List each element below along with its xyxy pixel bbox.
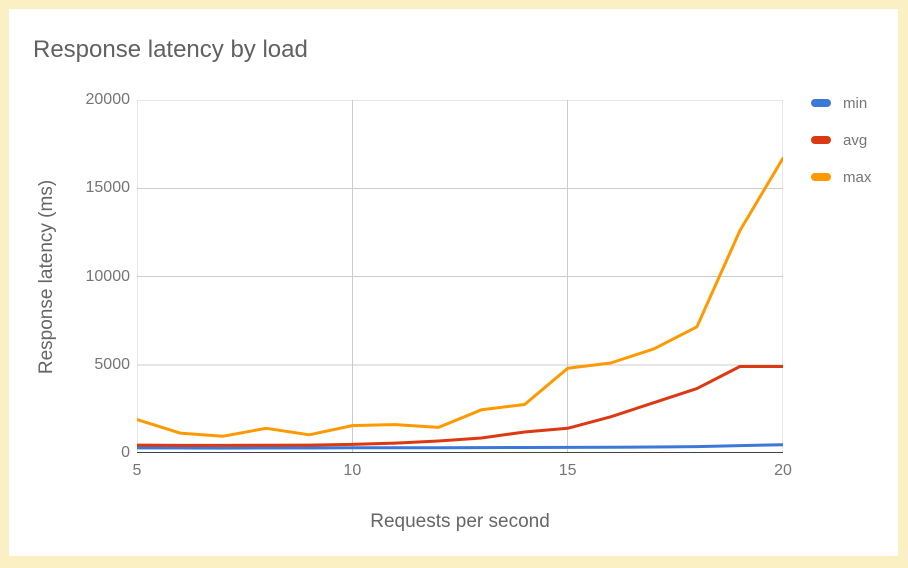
plot-svg[interactable] <box>137 100 783 453</box>
legend-label: min <box>843 94 868 112</box>
legend-item-avg[interactable]: avg <box>811 131 871 149</box>
series-line-max <box>137 156 783 438</box>
x-axis-title: Requests per second <box>370 511 550 532</box>
y-axis-title: Response latency (ms) <box>36 179 57 375</box>
series-line-avg <box>137 365 783 447</box>
x-tick-label: 20 <box>774 462 792 479</box>
plot-area[interactable] <box>137 100 783 453</box>
legend: min avg max <box>811 95 871 206</box>
x-tick-label: 15 <box>558 462 577 479</box>
x-tick-label: 5 <box>132 462 142 479</box>
legend-swatch-icon <box>811 136 831 144</box>
y-tick-label: 5000 <box>94 355 130 373</box>
legend-item-max[interactable]: max <box>811 168 872 186</box>
y-tick-label: 0 <box>121 444 130 461</box>
y-tick-label: 20000 <box>85 91 131 108</box>
legend-swatch-icon <box>811 99 831 107</box>
chart-title: Response latency by load <box>33 36 308 63</box>
legend-label: avg <box>843 131 868 149</box>
series-line-min <box>137 443 783 450</box>
legend-swatch-icon <box>811 173 831 181</box>
y-tick-label: 10000 <box>85 267 131 285</box>
legend-item-min[interactable]: min <box>811 94 871 112</box>
y-tick-label: 15000 <box>85 179 131 197</box>
legend-label: max <box>843 168 872 186</box>
x-tick-label: 10 <box>343 462 362 479</box>
